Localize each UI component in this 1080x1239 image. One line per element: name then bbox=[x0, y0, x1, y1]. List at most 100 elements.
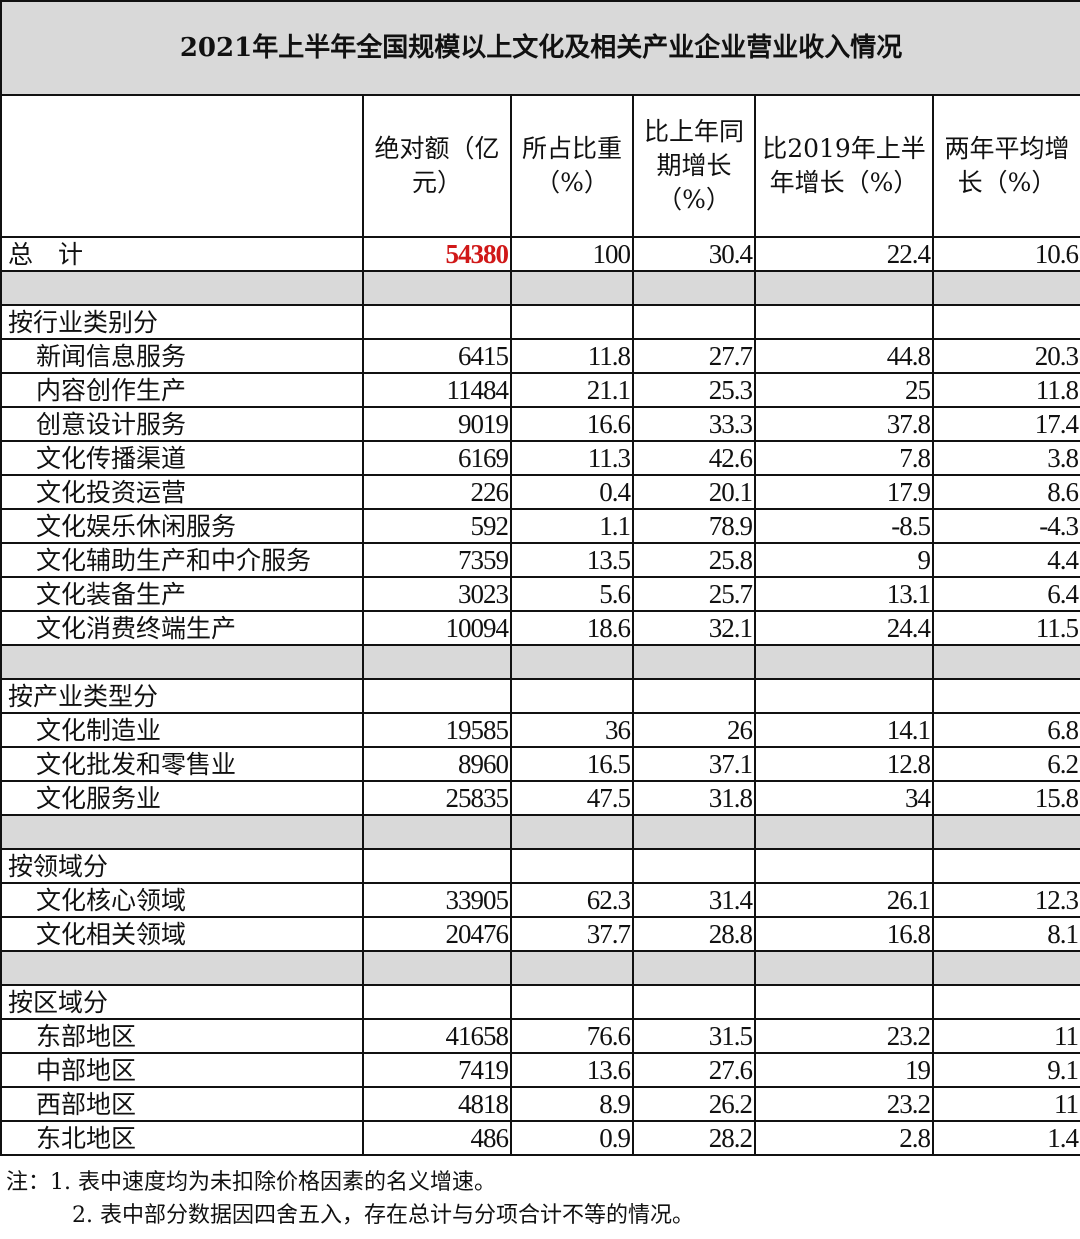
value-cell: 36 bbox=[510, 712, 634, 748]
value-cell: 25.8 bbox=[632, 542, 756, 578]
row-label: 文化装备生产 bbox=[0, 576, 364, 612]
value-cell bbox=[931, 950, 1080, 986]
value-cell: 27.7 bbox=[632, 338, 756, 374]
value-cell bbox=[931, 304, 1080, 340]
value-cell: 20.1 bbox=[632, 474, 756, 510]
table-row: 西部地区 4818 8.9 26.2 23.2 11 bbox=[0, 1086, 1080, 1122]
row-label: 东北地区 bbox=[0, 1120, 364, 1156]
value-cell: 1.1 bbox=[510, 508, 634, 544]
value-cell: 8.9 bbox=[510, 1086, 634, 1122]
value-cell: 7.8 bbox=[754, 440, 934, 476]
section-row: 按区域分 bbox=[0, 984, 1080, 1020]
section-row: 按行业类别分 bbox=[0, 304, 1080, 340]
value-cell: 28.8 bbox=[632, 916, 756, 952]
table-row: 文化辅助生产和中介服务 7359 13.5 25.8 9 4.4 bbox=[0, 542, 1080, 578]
value-cell: 11.8 bbox=[510, 338, 634, 374]
value-cell bbox=[510, 984, 634, 1020]
table-row: 文化相关领域 20476 37.7 28.8 16.8 8.1 bbox=[0, 916, 1080, 952]
value-cell: 16.5 bbox=[510, 746, 634, 782]
row-label: 新闻信息服务 bbox=[0, 338, 364, 374]
table-row: 文化服务业 25835 47.5 31.8 34 15.8 bbox=[0, 780, 1080, 816]
value-cell: 41658 bbox=[362, 1018, 512, 1054]
value-cell: 6415 bbox=[362, 338, 512, 374]
value-cell: 26.1 bbox=[754, 882, 934, 918]
value-cell: 27.6 bbox=[632, 1052, 756, 1088]
value-cell bbox=[510, 848, 634, 884]
value-cell: 31.5 bbox=[632, 1018, 756, 1054]
value-cell bbox=[754, 270, 934, 306]
row-label: 文化相关领域 bbox=[0, 916, 364, 952]
value-cell: 0.9 bbox=[510, 1120, 634, 1156]
value-cell: 24.4 bbox=[754, 610, 934, 646]
row-label: 文化传播渠道 bbox=[0, 440, 364, 476]
value-cell: 26.2 bbox=[632, 1086, 756, 1122]
value-cell: 44.8 bbox=[754, 338, 934, 374]
value-cell: 9 bbox=[754, 542, 934, 578]
column-header: 比2019年上半年增长（%） bbox=[754, 94, 934, 238]
value-cell: 22.4 bbox=[754, 236, 934, 272]
value-cell: 13.6 bbox=[510, 1052, 634, 1088]
row-label: 按区域分 bbox=[0, 984, 364, 1020]
row-label: 东部地区 bbox=[0, 1018, 364, 1054]
value-cell bbox=[510, 270, 634, 306]
notes: 注：1. 表中速度均为未扣除价格因素的名义增速。 2. 表中部分数据因四舍五入，… bbox=[0, 1156, 1080, 1232]
value-cell: 34 bbox=[754, 780, 934, 816]
value-cell bbox=[632, 644, 756, 680]
value-cell: 226 bbox=[362, 474, 512, 510]
table-row: 创意设计服务 9019 16.6 33.3 37.8 17.4 bbox=[0, 406, 1080, 442]
value-cell: 13.1 bbox=[754, 576, 934, 612]
value-cell: 33905 bbox=[362, 882, 512, 918]
value-cell bbox=[362, 644, 512, 680]
value-cell: 4818 bbox=[362, 1086, 512, 1122]
value-cell: 19 bbox=[754, 1052, 934, 1088]
value-cell: -4.3 bbox=[931, 508, 1080, 544]
table-row: 文化投资运营 226 0.4 20.1 17.9 8.6 bbox=[0, 474, 1080, 510]
value-cell bbox=[754, 304, 934, 340]
row-label: 按行业类别分 bbox=[0, 304, 364, 340]
row-label bbox=[0, 814, 364, 850]
value-cell bbox=[931, 848, 1080, 884]
value-cell: 25.3 bbox=[632, 372, 756, 408]
section-row: 按领域分 bbox=[0, 848, 1080, 884]
value-cell: 33.3 bbox=[632, 406, 756, 442]
row-label: 总 计 bbox=[0, 236, 364, 272]
value-cell: 8.6 bbox=[931, 474, 1080, 510]
value-cell bbox=[632, 270, 756, 306]
value-cell: 21.1 bbox=[510, 372, 634, 408]
value-cell: 37.8 bbox=[754, 406, 934, 442]
value-cell: 76.6 bbox=[510, 1018, 634, 1054]
value-cell: 3.8 bbox=[931, 440, 1080, 476]
value-cell: 11 bbox=[931, 1018, 1080, 1054]
value-cell bbox=[931, 814, 1080, 850]
column-header: 两年平均增长（%） bbox=[931, 94, 1080, 238]
value-cell bbox=[931, 984, 1080, 1020]
value-cell: 11.5 bbox=[931, 610, 1080, 646]
value-cell: 10.6 bbox=[931, 236, 1080, 272]
value-cell: 47.5 bbox=[510, 780, 634, 816]
value-cell: 16.6 bbox=[510, 406, 634, 442]
column-header: 所占比重（%） bbox=[510, 94, 634, 238]
value-cell: 16.8 bbox=[754, 916, 934, 952]
value-cell bbox=[510, 644, 634, 680]
value-cell: 62.3 bbox=[510, 882, 634, 918]
value-cell: 18.6 bbox=[510, 610, 634, 646]
value-cell: 17.9 bbox=[754, 474, 934, 510]
value-cell bbox=[754, 678, 934, 714]
value-cell bbox=[931, 644, 1080, 680]
value-cell bbox=[632, 984, 756, 1020]
separator-row bbox=[0, 270, 1080, 306]
value-cell: 25 bbox=[754, 372, 934, 408]
value-cell: 9.1 bbox=[931, 1052, 1080, 1088]
column-header: 比上年同期增长（%） bbox=[632, 94, 756, 238]
column-header: 绝对额（亿元） bbox=[362, 94, 512, 238]
separator-row bbox=[0, 644, 1080, 680]
value-cell: 11.3 bbox=[510, 440, 634, 476]
table-row: 文化装备生产 3023 5.6 25.7 13.1 6.4 bbox=[0, 576, 1080, 612]
value-cell: 32.1 bbox=[632, 610, 756, 646]
table-row: 文化娱乐休闲服务 592 1.1 78.9 -8.5 -4.3 bbox=[0, 508, 1080, 544]
value-cell bbox=[754, 644, 934, 680]
value-cell bbox=[362, 984, 512, 1020]
revenue-table: 2021年上半年全国规模以上文化及相关产业企业营业收入情况 绝对额（亿元） 所占比… bbox=[0, 0, 1080, 1156]
value-cell: 7359 bbox=[362, 542, 512, 578]
value-cell: 4.4 bbox=[931, 542, 1080, 578]
